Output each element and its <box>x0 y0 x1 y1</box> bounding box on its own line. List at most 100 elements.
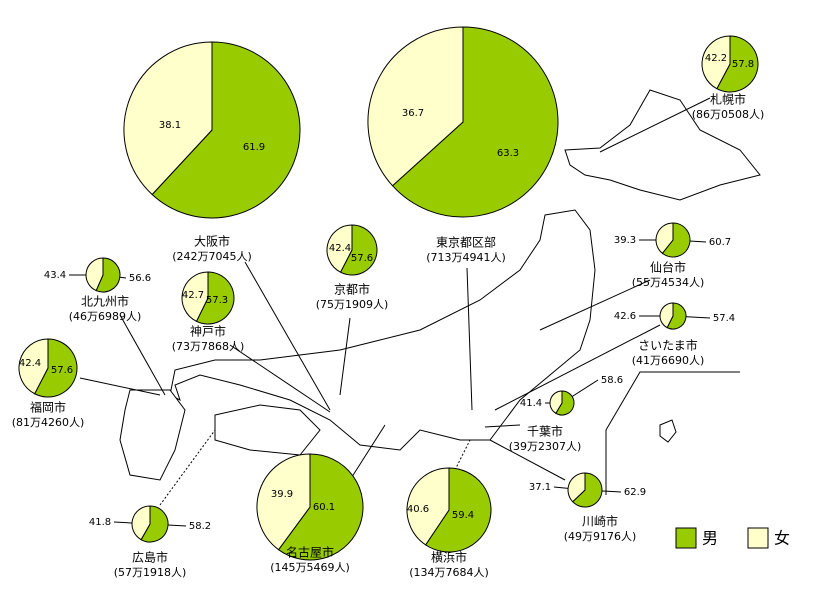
value-label: 60.1 <box>313 502 335 513</box>
pie-wedge-female <box>18 338 49 395</box>
leader-line <box>244 261 331 411</box>
value-label: 38.1 <box>159 120 181 131</box>
leader-line <box>79 377 161 396</box>
value-label: 61.9 <box>243 142 265 153</box>
city-name: 東京都区部 <box>436 235 496 250</box>
city-name: 大阪市 <box>194 234 230 249</box>
pie-wedge-female <box>655 222 674 255</box>
pie-wedge-female <box>131 505 151 541</box>
pie-wedge-female <box>701 35 731 90</box>
legend: 男 女 <box>675 527 790 549</box>
leader-line <box>119 314 166 396</box>
city-population: (57万1918人) <box>114 566 187 579</box>
value-label: 42.4 <box>329 243 351 254</box>
value-label: 42.4 <box>19 358 41 369</box>
leader-line <box>539 279 651 331</box>
leader-lines <box>79 97 740 506</box>
city-population: (134万7684人) <box>409 566 489 579</box>
pie-wedge-male <box>661 222 691 258</box>
city-population: (46万6989人) <box>69 310 142 323</box>
city-name: 川崎市 <box>582 514 618 529</box>
pie-wedge-female <box>659 302 674 329</box>
leader-line <box>339 317 351 396</box>
leader-line <box>159 429 216 506</box>
island <box>659 419 677 443</box>
pie-wedge-female <box>256 453 311 551</box>
leader-line <box>466 267 473 411</box>
city-name: 京都市 <box>334 282 370 297</box>
pie-wedge-female <box>85 257 104 292</box>
leader-line <box>599 97 711 153</box>
leader-line <box>484 424 521 428</box>
value-label: 57.3 <box>206 295 228 306</box>
hokkaido <box>564 89 761 201</box>
city-population: (81万4260人) <box>12 416 85 429</box>
leader-line <box>229 344 331 413</box>
pie-wedge-male <box>555 390 575 416</box>
value-label: 58.6 <box>601 375 623 386</box>
value-label: 39.9 <box>271 489 293 500</box>
value-label: 42.7 <box>182 290 204 301</box>
legend-label: 女 <box>774 529 790 548</box>
value-label: 57.6 <box>351 253 373 264</box>
city-name: 仙台市 <box>650 260 686 275</box>
value-label: 63.3 <box>497 148 519 159</box>
value-label: 58.2 <box>189 521 211 532</box>
kyushu <box>119 389 186 481</box>
city-population: (242万7045人) <box>172 250 252 263</box>
pie-wedge-male <box>391 26 559 218</box>
leader-line <box>605 371 740 495</box>
honshu <box>169 209 596 451</box>
value-label: 56.6 <box>129 273 151 284</box>
city-population: (713万4941人) <box>426 251 506 264</box>
city-name: 広島市 <box>132 550 168 565</box>
value-label: 57.4 <box>713 313 735 324</box>
value-label: 36.7 <box>402 108 424 119</box>
city-name: 横浜市 <box>431 550 467 565</box>
pie-wedge-male <box>195 271 235 325</box>
city-name: 名古屋市 <box>286 545 334 560</box>
value-label: 42.2 <box>705 53 727 64</box>
city-name: 福岡市 <box>30 400 66 415</box>
pie-wedge-female <box>549 390 563 414</box>
city-name: 北九州市 <box>81 294 129 309</box>
leader-line <box>349 424 386 481</box>
pie-wedge-female <box>367 26 464 187</box>
pie-wedge-male <box>666 302 687 330</box>
pie-wedge-female <box>123 41 213 196</box>
leader-line <box>494 324 661 411</box>
japan-map <box>119 89 761 481</box>
city-name: 札幌市 <box>710 92 746 107</box>
pie-wedge-male <box>33 338 78 398</box>
pie-wedge-male <box>140 505 169 543</box>
pie-wedge-female <box>567 472 586 503</box>
leader-line <box>489 439 566 481</box>
value-label: 41.4 <box>520 398 542 409</box>
city-population: (55万4534人) <box>632 276 705 289</box>
city-population: (75万1909人) <box>316 298 389 311</box>
city-population: (41万6690人) <box>632 354 705 367</box>
city-name: 千葉市 <box>527 424 563 439</box>
city-population: (145万5469人) <box>270 561 350 574</box>
pie-wedge-female <box>326 224 353 273</box>
pie-wedge-male <box>277 453 364 561</box>
pie-wedge-female <box>181 271 209 322</box>
pie-wedge-male <box>716 35 759 93</box>
legend-swatch <box>675 527 697 549</box>
value-label: 43.4 <box>44 270 66 281</box>
pie-wedge-female <box>406 467 450 546</box>
value-label: 40.6 <box>407 504 429 515</box>
city-population: (39万2307人) <box>509 440 582 453</box>
pie-wedge-male <box>339 224 378 276</box>
value-label: 57.8 <box>732 59 754 70</box>
pie-wedge-male <box>424 467 492 553</box>
city-name: 神戸市 <box>190 324 226 339</box>
legend-label: 男 <box>702 529 718 548</box>
city-population: (49万9176人) <box>564 530 637 543</box>
leader-line <box>454 439 471 471</box>
value-label: 41.8 <box>89 517 111 528</box>
value-label: 57.6 <box>51 365 73 376</box>
city-name: さいたま市 <box>638 338 698 353</box>
value-label: 42.6 <box>614 311 636 322</box>
